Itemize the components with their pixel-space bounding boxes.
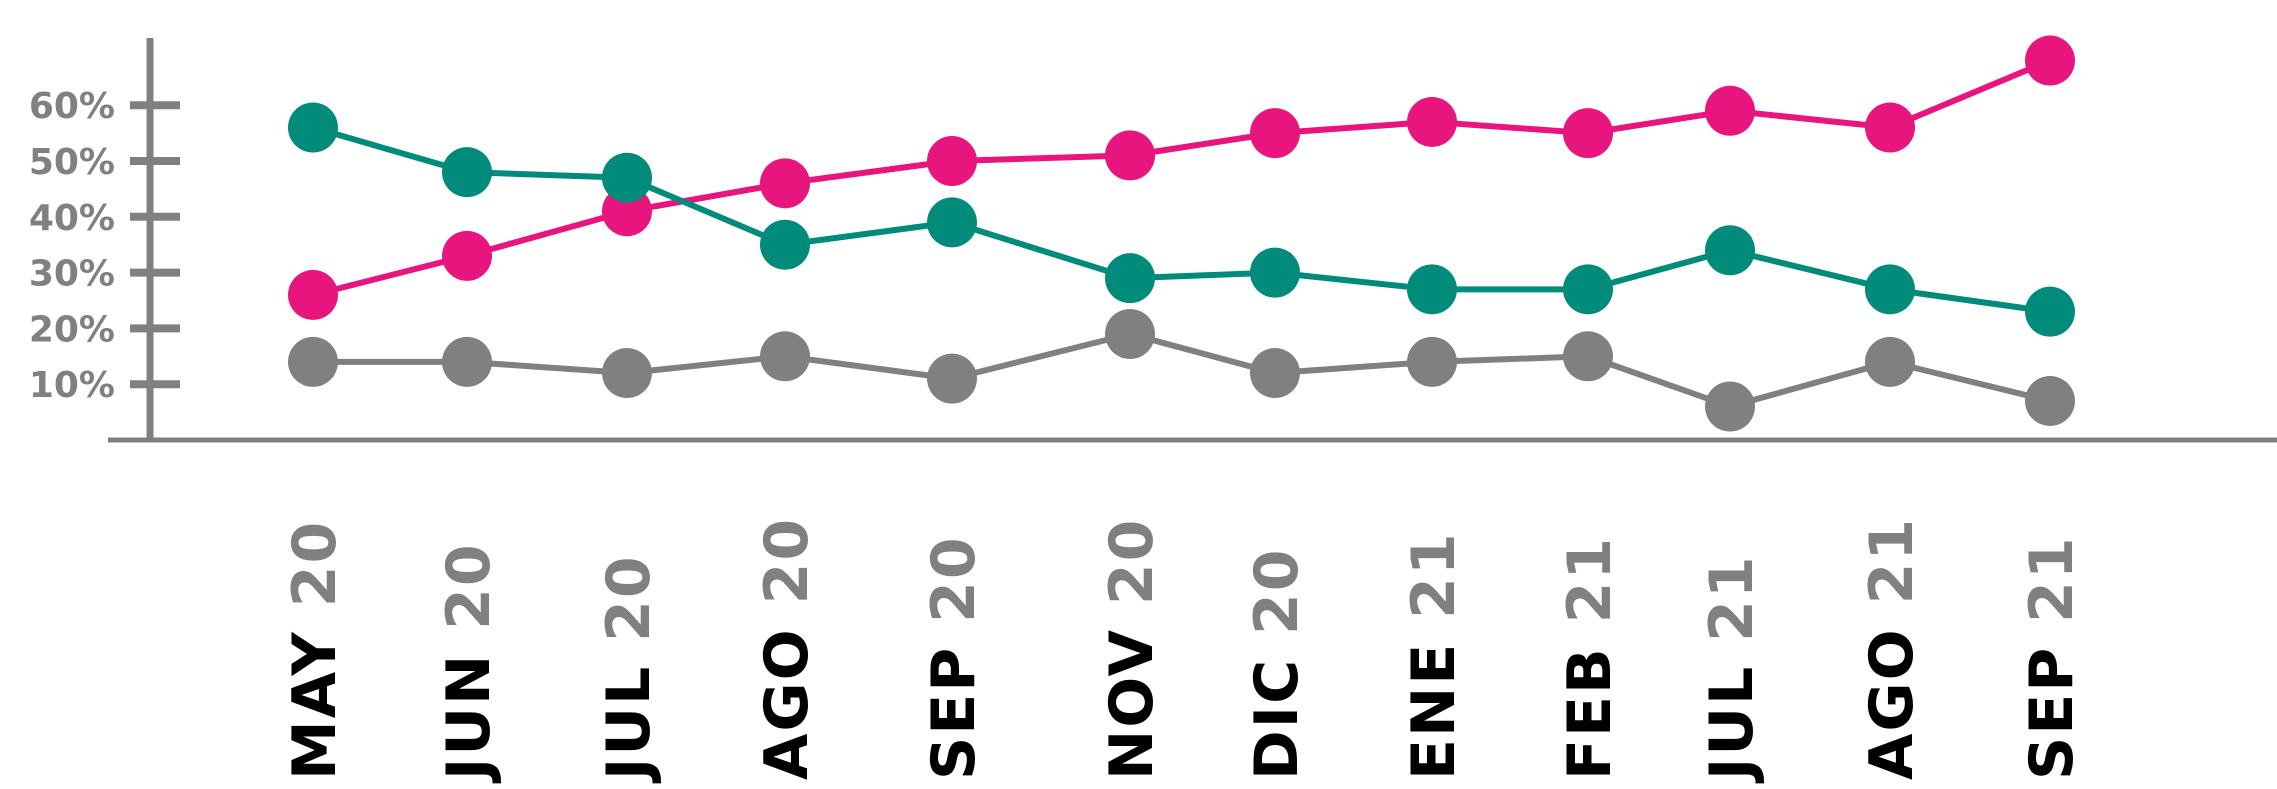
data-point-series-1	[927, 136, 977, 186]
x-tick-month: SEP	[2017, 646, 2087, 780]
x-tick-month: AGO	[752, 627, 822, 780]
x-tick-year: 21	[1857, 517, 1927, 605]
x-tick-month: ENE	[1399, 642, 1469, 780]
y-tick-label: 10%	[29, 365, 115, 406]
y-tick-label: 30%	[29, 254, 115, 295]
series-line-2	[312, 124, 2051, 315]
data-point-series-1	[1105, 130, 1155, 181]
data-point-series-3	[927, 353, 977, 404]
x-tick-label: AGO 21	[1857, 517, 1927, 780]
x-tick-label: SEP 20	[919, 535, 989, 780]
x-tick-year: 20	[752, 517, 822, 605]
x-tick-month: JUL	[1697, 665, 1767, 784]
data-point-series-2	[288, 102, 338, 153]
x-tick-label-group: AGO 21	[1857, 517, 1927, 780]
data-point-series-3	[288, 336, 338, 387]
data-point-series-2	[1407, 264, 1457, 315]
data-point-series-2	[442, 147, 492, 198]
data-point-series-1	[2025, 35, 2075, 86]
data-point-series-3	[602, 348, 652, 399]
x-tick-label-group: FEB 21	[1555, 536, 1625, 780]
data-point-series-1	[1407, 96, 1457, 147]
data-point-series-2	[1563, 264, 1613, 315]
x-tick-label-group: JUL 21	[1697, 554, 1767, 784]
chart-axes: 10% 20% 30% 40% 50% 60%	[29, 38, 2277, 443]
x-tick-year: 20	[434, 542, 504, 630]
x-tick-year: 20	[1242, 547, 1312, 635]
data-point-series-1	[1705, 85, 1755, 136]
x-tick-month: MAY	[280, 630, 350, 780]
data-point-series-1	[760, 158, 810, 209]
x-tick-label-group: NOV 20	[1097, 518, 1167, 780]
data-point-series-1	[1250, 108, 1300, 159]
x-tick-month: DIC	[1242, 658, 1312, 780]
x-tick-label-group: SEP 20	[919, 535, 989, 780]
x-tick-month: JUN	[434, 653, 504, 784]
x-tick-label: DIC 20	[1242, 547, 1312, 780]
y-tick-label: 20%	[29, 309, 115, 350]
data-point-series-3	[1105, 308, 1155, 359]
x-tick-year: 20	[280, 520, 350, 608]
x-tick-year: 21	[1697, 554, 1767, 642]
data-point-series-3	[442, 336, 492, 387]
x-tick-label-group: ENE 21	[1399, 531, 1469, 780]
x-tick-label: ENE 21	[1399, 531, 1469, 780]
data-point-series-2	[760, 219, 810, 270]
data-point-series-2	[2025, 286, 2075, 337]
x-tick-month: NOV	[1097, 628, 1167, 780]
y-tick-label: 60%	[29, 86, 115, 127]
x-tick-label-group: MAY 20	[280, 520, 350, 780]
x-tick-month: FEB	[1555, 646, 1625, 780]
series-lines	[312, 57, 2052, 410]
x-tick-label-group: SEP 21	[2017, 535, 2087, 780]
x-tick-year: 21	[2017, 535, 2087, 623]
data-point-series-2	[602, 152, 652, 203]
data-point-series-3	[760, 331, 810, 382]
data-point-series-2	[927, 197, 977, 248]
x-tick-year: 20	[1097, 518, 1167, 606]
x-tick-year: 20	[594, 554, 664, 642]
data-point-series-1	[442, 230, 492, 281]
x-tick-label-group: DIC 20	[1242, 547, 1312, 780]
data-point-series-3	[1705, 381, 1755, 432]
series-line-1	[312, 57, 2052, 298]
data-point-series-2	[1105, 253, 1155, 304]
series-line-3	[313, 330, 2051, 410]
data-point-series-2	[1250, 247, 1300, 298]
data-point-series-2	[1865, 264, 1915, 315]
x-tick-year: 21	[1555, 536, 1625, 624]
x-tick-month: SEP	[919, 646, 989, 780]
x-tick-year: 20	[919, 535, 989, 623]
data-point-series-3	[2025, 375, 2075, 426]
x-tick-label: AGO 20	[752, 517, 822, 780]
y-tick-label: 40%	[29, 198, 115, 239]
x-tick-label-group: AGO 20	[752, 517, 822, 780]
data-point-series-3	[1563, 331, 1613, 382]
x-tick-label: JUL 21	[1697, 554, 1767, 784]
x-tick-label: FEB 21	[1555, 536, 1625, 780]
x-tick-label: JUN 20	[434, 542, 504, 784]
x-tick-label: NOV 20	[1097, 518, 1167, 780]
data-point-series-1	[288, 269, 338, 320]
data-point-series-1	[1563, 108, 1613, 159]
data-point-series-1	[1865, 102, 1915, 153]
x-tick-label-group: JUN 20	[434, 542, 504, 784]
x-tick-month: JUL	[594, 665, 664, 784]
x-tick-label-group: JUL 20	[594, 554, 664, 784]
data-point-series-3	[1865, 336, 1915, 387]
data-point-series-2	[1705, 225, 1755, 276]
data-point-series-3	[1407, 336, 1457, 387]
data-point-series-3	[1250, 348, 1300, 399]
x-tick-year: 21	[1399, 531, 1469, 619]
y-tick-label: 50%	[29, 142, 115, 183]
x-tick-label: MAY 20	[280, 520, 350, 780]
x-tick-month: AGO	[1857, 627, 1927, 780]
x-tick-label: SEP 21	[2017, 535, 2087, 780]
series-points	[288, 35, 2075, 432]
x-tick-label: JUL 20	[594, 554, 664, 784]
